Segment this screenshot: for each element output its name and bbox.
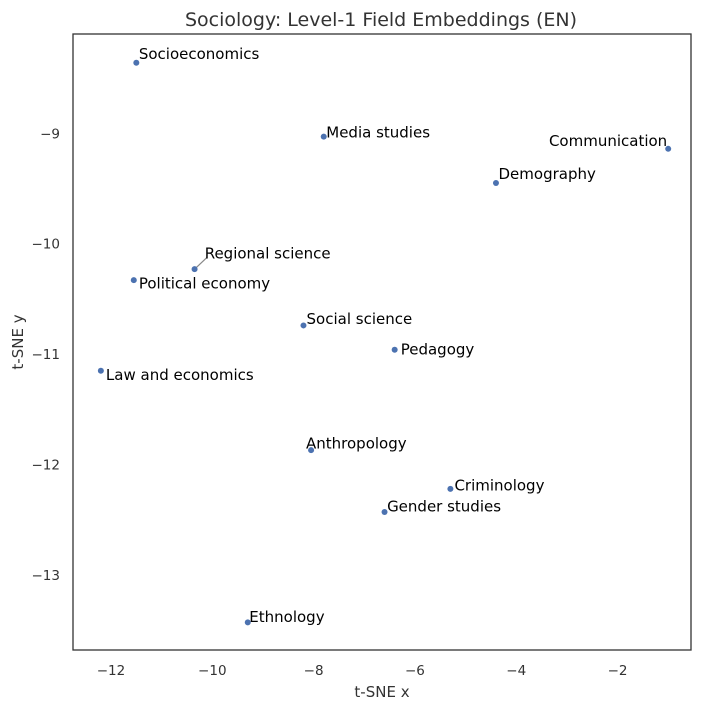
y-tick-label: −12 [32,458,61,474]
point-label: Social science [307,310,413,328]
data-point [665,145,672,152]
data-point [308,447,315,454]
axis-ticks: −12 −10 −8 −6 −4 −2 −13 −12 −11 −10 −9 [32,126,628,679]
x-tick-label: −12 [97,663,126,679]
y-axis-label: t-SNE y [9,314,27,369]
y-tick-label: −9 [40,126,60,142]
data-points: Socioeconomics Media studies Communication… [97,45,672,626]
data-point [381,509,388,516]
point-label: Pedagogy [401,341,475,359]
data-point [447,485,454,492]
point-label: Ethnology [249,608,324,626]
chart-title: Sociology: Level-1 Field Embeddings (EN) [185,9,577,31]
data-point [97,367,104,374]
data-point [191,266,198,273]
data-point [391,346,398,353]
data-point [492,180,499,187]
point-label: Media studies [326,123,430,141]
data-point [320,133,327,140]
data-point [244,619,251,626]
point-label: Demography [499,165,596,183]
point-label: Criminology [454,477,544,495]
data-point [300,322,307,329]
x-tick-label: −8 [304,663,324,679]
plot-frame [72,33,692,651]
data-point [130,277,137,284]
x-axis-label: t-SNE x [354,683,409,701]
point-label: Communication [549,132,667,150]
point-label: Gender studies [387,497,501,515]
point-label: Anthropology [306,435,407,453]
y-tick-label: −13 [32,568,61,584]
x-tick-label: −6 [405,663,425,679]
point-label: Socioeconomics [139,45,260,63]
point-label: Regional science [205,245,331,263]
point-label: Political economy [139,274,270,292]
x-tick-label: −4 [506,663,526,679]
x-tick-label: −10 [198,663,227,679]
point-label: Law and economics [106,366,254,384]
y-tick-label: −11 [32,347,61,363]
x-tick-label: −2 [608,663,628,679]
y-tick-label: −10 [32,237,61,253]
data-point [133,59,140,66]
